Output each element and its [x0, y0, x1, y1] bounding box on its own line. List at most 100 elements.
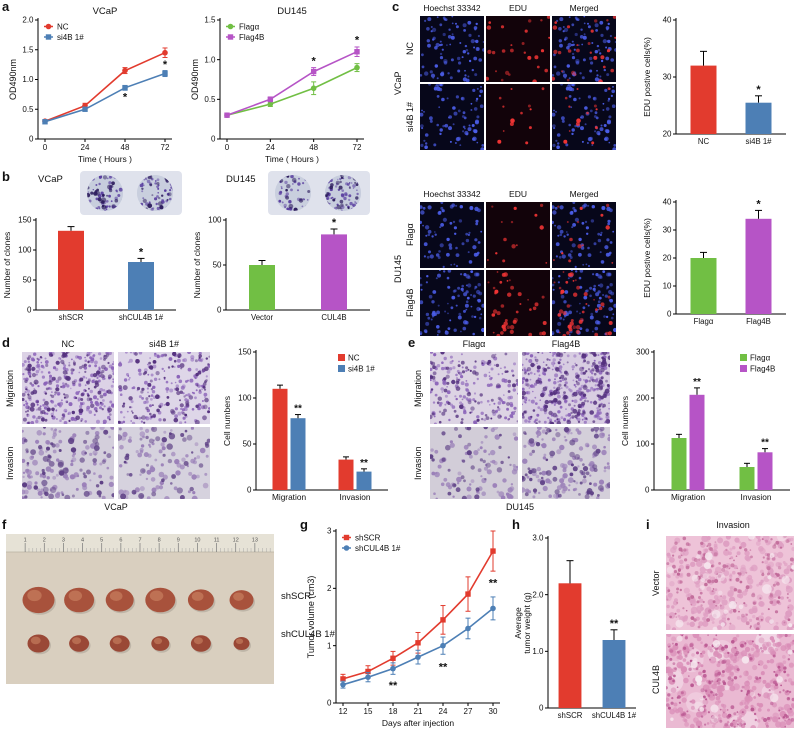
svg-text:Time ( Hours ): Time ( Hours ) — [265, 154, 319, 164]
svg-text:150: 150 — [238, 348, 252, 357]
svg-text:40: 40 — [663, 198, 672, 207]
colony-dish-shcul4b — [137, 175, 173, 211]
panel-g-label: g — [300, 517, 308, 532]
i-title: Invasion — [716, 520, 750, 530]
svg-text:15: 15 — [364, 707, 373, 716]
chart-edu-positive-vcap: 20 30 40 NC * si4B 1# EDU postive cells(%) — [642, 6, 794, 156]
svg-text:NC: NC — [348, 354, 360, 363]
svg-text:1.5: 1.5 — [22, 45, 34, 54]
chart-du145-clones: 0 50 100 Vector * CUL4B Number of clones — [192, 186, 378, 332]
svg-text:3.0: 3.0 — [532, 534, 544, 543]
svg-text:**: ** — [294, 404, 302, 415]
micrograph-vcap-nc-edu — [486, 16, 550, 82]
micrograph-du145-invasion-flaga — [430, 427, 518, 499]
svg-text:100: 100 — [208, 216, 222, 225]
panel-f-label: f — [2, 517, 7, 532]
d-column-header-si4b: si4B 1# — [148, 339, 180, 349]
colony-dish-cul4b — [325, 175, 361, 211]
row-label-si4b: si4B 1# — [405, 101, 415, 133]
svg-text:*: * — [123, 91, 128, 103]
d-row-label-invasion: Invasion — [5, 446, 15, 480]
e-column-header-flag4b: Flag4B — [551, 339, 581, 349]
svg-text:si4B 1#: si4B 1# — [57, 33, 84, 42]
micrograph-du145-migration-flag4b — [522, 352, 610, 424]
svg-text:si4B 1#: si4B 1# — [745, 137, 772, 146]
svg-text:**: ** — [360, 458, 368, 469]
svg-text:200: 200 — [636, 394, 650, 403]
svg-text:6: 6 — [119, 538, 122, 544]
micrograph-du145-migration-flaga — [430, 352, 518, 424]
micrograph-vcap-invasion-si4b — [118, 427, 210, 499]
column-header-edu-2: EDU — [509, 189, 527, 199]
micrograph-vcap-migration-si4b — [118, 352, 210, 424]
svg-text:1.5: 1.5 — [204, 16, 216, 25]
svg-text:Cell numbers: Cell numbers — [620, 396, 630, 446]
micrograph-du145-flaga-merged — [552, 202, 616, 268]
svg-text:1.0: 1.0 — [22, 75, 34, 84]
svg-text:*: * — [355, 35, 360, 47]
chart-edu-positive-du145: 0 10 20 30 40 Flagα * Flag4B EDU postive cells(%… — [642, 188, 794, 336]
svg-text:0: 0 — [247, 486, 252, 495]
svg-text:150: 150 — [18, 216, 32, 225]
svg-text:**: ** — [693, 377, 701, 388]
svg-text:EDU postive cells(%): EDU postive cells(%) — [642, 218, 652, 298]
svg-text:1: 1 — [24, 538, 27, 544]
svg-text:20: 20 — [663, 254, 672, 263]
svg-text:2.0: 2.0 — [22, 16, 34, 25]
svg-text:1.0: 1.0 — [204, 55, 216, 64]
column-header-edu: EDU — [509, 3, 527, 13]
svg-text:*: * — [756, 84, 761, 96]
svg-text:Vector: Vector — [251, 313, 274, 322]
chart-du145-migration-invasion: 0 100 200 300 ** Migration ** Invasion Flagα Flag… — [620, 342, 796, 512]
svg-text:72: 72 — [353, 143, 362, 152]
micrograph-vcap-si4b-hoechst — [420, 84, 484, 150]
panel-c-label: c — [392, 0, 400, 14]
d-cell-line-label: VCaP — [104, 502, 128, 512]
e-cell-line-label: DU145 — [505, 502, 535, 512]
svg-text:8: 8 — [158, 538, 161, 544]
panel-b-label: b — [2, 169, 10, 184]
svg-text:3: 3 — [62, 538, 65, 544]
svg-text:Flag4B: Flag4B — [750, 365, 775, 374]
svg-text:100: 100 — [18, 246, 32, 255]
svg-text:27: 27 — [464, 707, 473, 716]
micrograph-vcap-nc-hoechst — [420, 16, 484, 82]
svg-text:20: 20 — [663, 130, 672, 139]
svg-text:10: 10 — [663, 282, 672, 291]
d-row-label-migration: Migration — [5, 369, 15, 407]
svg-text:shSCR: shSCR — [355, 534, 381, 543]
svg-text:0: 0 — [645, 486, 650, 495]
f-label-shscr: shSCR — [281, 591, 312, 602]
chart-vcap-clones: 0 50 100 150 shSCR * shCUL4B 1# Number of clone… — [2, 186, 184, 332]
e-column-header-flaga: Flagα — [462, 339, 486, 349]
micrograph-du145-flaga-hoechst — [420, 202, 484, 268]
svg-text:shSCR: shSCR — [558, 711, 583, 720]
svg-text:21: 21 — [414, 707, 423, 716]
svg-text:Flagα: Flagα — [239, 23, 260, 32]
micrograph-du145-flag4b-merged — [552, 270, 616, 336]
row-label-flag4b: Flag4B — [405, 288, 415, 318]
svg-text:EDU postive cells(%): EDU postive cells(%) — [642, 37, 652, 117]
column-header-hoechst-2: Hoechst 33342 — [423, 189, 481, 199]
svg-text:**: ** — [761, 438, 769, 449]
svg-text:30: 30 — [489, 707, 498, 716]
svg-text:18: 18 — [389, 707, 398, 716]
chart-vcap-migration-invasion: 0 50 100 150 ** Migration ** Invasion NC si4B 1# C… — [222, 342, 394, 512]
svg-text:24: 24 — [81, 143, 90, 152]
row-label-nc: NC — [405, 42, 415, 56]
svg-text:Flag4B: Flag4B — [239, 33, 264, 42]
i-row-label-vector: Vector — [651, 570, 661, 596]
panel-b-right-title: DU145 — [226, 174, 256, 185]
svg-text:48: 48 — [309, 143, 318, 152]
micrograph-du145-flaga-edu — [486, 202, 550, 268]
svg-text:2.0: 2.0 — [532, 590, 544, 599]
svg-text:0: 0 — [211, 135, 216, 144]
svg-text:**: ** — [610, 618, 619, 630]
svg-text:12: 12 — [339, 707, 348, 716]
svg-text:OD490nm: OD490nm — [190, 59, 200, 100]
micrograph-du145-invasion-flag4b — [522, 427, 610, 499]
svg-text:100: 100 — [238, 394, 252, 403]
svg-text:Invasion: Invasion — [340, 492, 371, 502]
svg-text:Flag4B: Flag4B — [746, 317, 771, 326]
